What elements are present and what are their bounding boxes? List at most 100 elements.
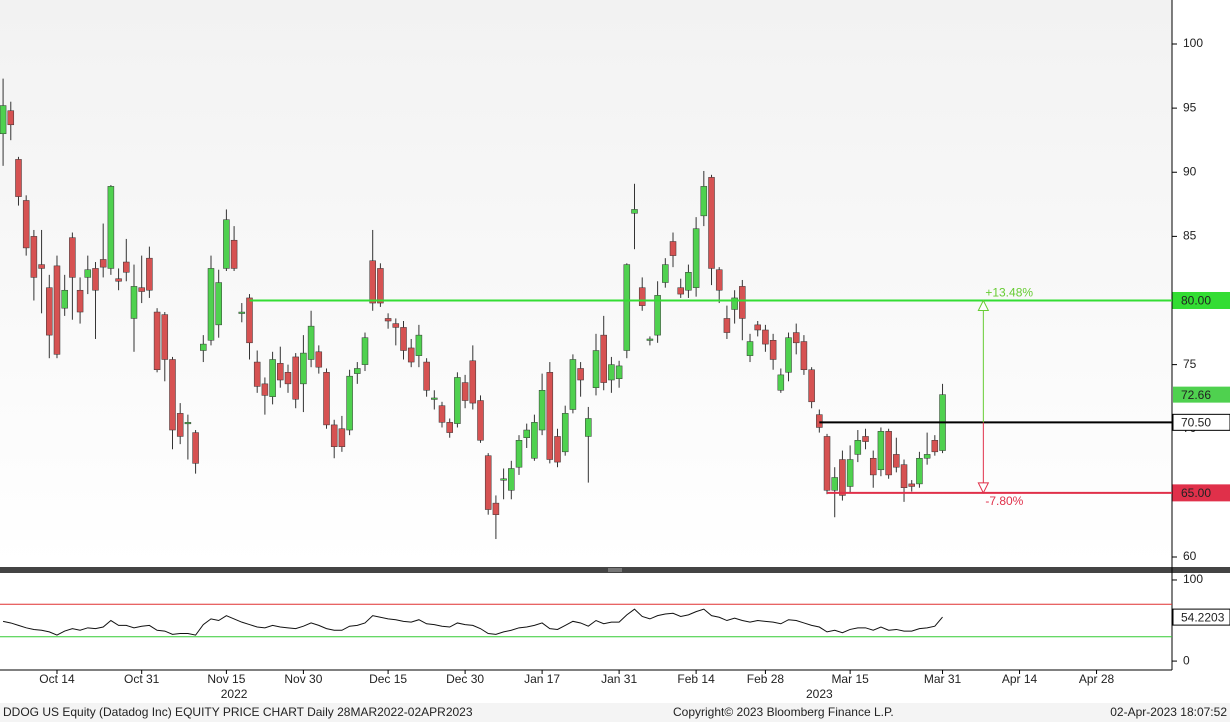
candle-body [107,186,115,269]
candle-body [53,265,61,355]
candle-body [415,334,423,356]
footer-left: DDOG US Equity (Datadog Inc) EQUITY PRIC… [3,705,473,719]
candle-body [538,390,546,431]
candle-body [893,454,900,468]
y-tick-label: 85 [1183,229,1197,243]
candle-body [207,268,215,341]
candle-body [407,347,415,363]
candle-body [808,369,815,403]
candle-body [916,457,923,485]
candle-body [654,295,661,336]
level-tag-label: 80.00 [1181,294,1211,308]
candle-body [253,361,261,387]
price-panel [0,0,1172,567]
candle-body [431,397,438,400]
candle-body [800,341,808,370]
candle-body [69,237,76,278]
candle-body [623,264,631,351]
candle-body [192,432,199,464]
candle-body [361,337,369,365]
candle-body [46,287,53,336]
candle-body [646,338,654,341]
candle-body [769,340,777,360]
candle-body [785,337,792,373]
candle-body [0,105,7,135]
x-tick-label: Mar 31 [924,672,962,686]
candle-body [531,422,538,459]
candle-body [307,325,315,360]
candle-body [161,314,169,360]
candle-body [931,440,939,453]
change-arrowhead [977,299,990,311]
y-tick-label: 100 [1183,36,1203,50]
candle-body [754,324,761,331]
candle-body [662,264,669,283]
candle-body [515,440,523,468]
rsi-tick-label: 100 [1183,572,1203,586]
candle-body [454,377,461,424]
change-label: -7.80% [985,494,1023,508]
rsi-panel [0,573,1172,670]
candle-body [438,405,446,423]
last-price-label: 72.66 [1181,388,1211,402]
x-tick-label: Apr 28 [1079,672,1115,686]
candle-body [900,464,908,488]
last-price-tag [1173,386,1230,403]
candle-body [831,477,838,491]
candle-body [61,289,68,309]
candle-body [130,286,138,319]
candle-body [30,236,38,278]
candle-body [238,311,246,314]
candle-body [261,383,269,396]
candle-body [384,318,392,322]
candle-body [369,260,376,304]
candle-body [184,422,192,425]
candle-body [569,359,577,410]
year-label: 2022 [221,687,248,701]
footer-right: 02-Apr-2023 18:07:52 [1110,705,1227,719]
candle-body [392,323,400,328]
x-tick-label: Feb 28 [747,672,785,686]
candle-body [762,329,769,345]
candle-body [99,259,107,268]
candle-body [739,286,746,319]
candle-body [816,414,823,428]
x-tick-label: Jan 17 [524,672,560,686]
candle-body [592,350,600,388]
candle-body [153,311,161,370]
candle-body [508,468,515,491]
candle-body [338,428,346,447]
candle-body [477,400,484,441]
x-tick-label: Nov 15 [207,672,245,686]
y-tick-label: 90 [1183,164,1197,178]
x-tick-label: Nov 30 [284,672,322,686]
footer-center: Copyright© 2023 Bloomberg Finance L.P. [673,705,894,719]
panel-divider [0,567,1230,573]
candle-body [330,424,338,447]
candle-body [500,478,507,481]
x-tick-label: Apr 14 [1002,672,1038,686]
candle-body [846,459,854,487]
candle-body [908,483,915,487]
candle-body [638,287,646,306]
candle-body [223,219,230,269]
candle-body [169,359,176,431]
candle-body [777,374,785,391]
candle-body [346,375,353,431]
candle-body [685,272,692,291]
candle-body [246,297,253,344]
year-label: 2023 [806,687,833,701]
candle-body [731,297,738,310]
candle-body [146,257,153,291]
candle-body [692,228,700,288]
candle-body [484,455,492,510]
candle-body [862,436,869,442]
rsi-tick-label: 0 [1183,653,1190,667]
candle-body [123,261,130,273]
candle-body [84,269,92,278]
x-tick-label: Oct 31 [124,672,160,686]
candle-body [839,459,846,496]
candle-body [615,365,623,379]
level-tag-label: 65.00 [1181,486,1211,500]
